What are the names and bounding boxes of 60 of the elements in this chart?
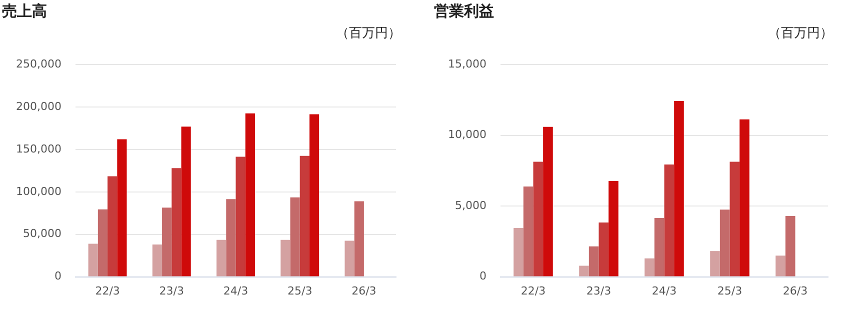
x-tick-label: 26/3 xyxy=(352,284,376,298)
x-tick-label: 23/3 xyxy=(586,284,612,298)
bar xyxy=(162,208,172,276)
y-tick-label: 0 xyxy=(479,270,486,283)
bar xyxy=(117,139,127,276)
bar xyxy=(523,186,534,276)
chart-title: 営業利益 xyxy=(434,2,494,21)
bar xyxy=(644,258,654,276)
chart-title: 売上高 xyxy=(2,2,47,21)
bar xyxy=(216,240,226,276)
bar xyxy=(280,240,290,276)
bar xyxy=(245,113,255,276)
y-tick-label: 50,000 xyxy=(22,227,62,240)
bar xyxy=(664,164,674,276)
bar xyxy=(720,210,730,276)
y-tick-label: 200,000 xyxy=(16,100,62,113)
y-tick-label: 15,000 xyxy=(448,57,486,70)
x-tick-label: 24/3 xyxy=(223,284,248,298)
bar xyxy=(514,228,524,276)
bar xyxy=(674,100,684,276)
bar xyxy=(543,126,553,276)
bar xyxy=(354,201,364,276)
bar xyxy=(579,266,589,276)
bar xyxy=(533,162,544,276)
bar xyxy=(172,168,182,276)
bar xyxy=(108,176,118,276)
bar xyxy=(776,256,786,276)
y-tick-label: 0 xyxy=(54,270,62,283)
bar xyxy=(344,240,354,276)
x-tick-label: 23/3 xyxy=(159,284,184,298)
y-tick-label: 5,000 xyxy=(454,198,486,212)
x-tick-label: 26/3 xyxy=(782,284,808,298)
y-tick-label: 100,000 xyxy=(16,184,62,198)
x-tick-label: 24/3 xyxy=(652,284,677,298)
bar xyxy=(608,181,618,276)
x-tick-label: 25/3 xyxy=(287,284,312,298)
bar xyxy=(710,251,720,276)
y-tick-label: 250,000 xyxy=(16,57,62,70)
bar xyxy=(98,209,108,276)
bar xyxy=(730,162,740,276)
bar xyxy=(236,156,246,276)
bar xyxy=(88,244,98,276)
x-tick-label: 25/3 xyxy=(717,284,742,298)
x-tick-label: 22/3 xyxy=(95,284,120,298)
bar xyxy=(654,218,664,276)
y-tick-label: 150,000 xyxy=(16,142,62,156)
bar xyxy=(226,199,236,276)
bar xyxy=(588,246,599,276)
bar xyxy=(152,244,162,276)
chart-subtitle: （百万円） xyxy=(768,25,833,42)
bar xyxy=(598,222,609,276)
bar xyxy=(740,119,750,276)
bar xyxy=(181,126,191,276)
bar xyxy=(309,114,320,276)
y-tick-label: 10,000 xyxy=(448,128,486,142)
bar xyxy=(785,216,796,276)
bar xyxy=(290,197,300,276)
bar xyxy=(300,156,310,276)
chart-subtitle: （百万円） xyxy=(336,25,401,42)
x-tick-label: 22/3 xyxy=(520,284,546,298)
